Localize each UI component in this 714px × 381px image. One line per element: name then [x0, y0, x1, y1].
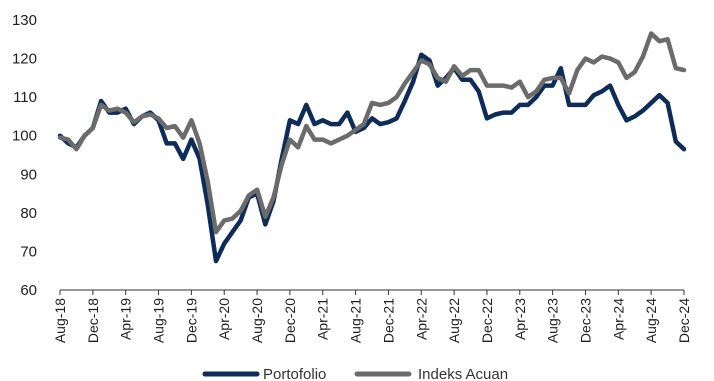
x-tick-label: Aug-22: [446, 298, 462, 343]
x-tick-label: Dec-19: [183, 298, 199, 343]
x-tick-label: Dec-24: [676, 298, 692, 343]
y-tick-label: 110: [13, 89, 37, 106]
x-tick-label: Aug-20: [249, 298, 265, 343]
y-tick-label: 60: [20, 282, 37, 299]
x-tick-label: Aug-21: [348, 298, 364, 343]
x-tick-label: Aug-24: [643, 298, 659, 343]
x-tick-label: Aug-23: [545, 298, 561, 343]
x-tick-label: Apr-23: [512, 298, 528, 340]
y-tick-label: 70: [20, 243, 37, 260]
x-tick-label: Aug-18: [52, 298, 68, 343]
legend: Portofolio Indeks Acuan: [202, 366, 508, 381]
x-tick-label: Dec-22: [479, 298, 495, 343]
x-tick-label: Dec-21: [380, 298, 396, 343]
y-tick-label: 100: [12, 128, 37, 145]
y-tick-label: 80: [20, 205, 37, 222]
legend-label: Portofolio: [263, 366, 326, 381]
x-tick-label: Dec-20: [282, 298, 298, 343]
x-tick-label: Dec-18: [85, 298, 101, 343]
series-line-indeks-acuan: [57, 31, 687, 235]
y-axis-ticks: 60 70 80 90 100 110 120 130: [12, 12, 37, 299]
x-axis: Aug-18 Dec-18 Apr-19 Aug-19 Dec-19 Apr-20 Aug-…: [52, 289, 692, 343]
x-tick-label: Apr-22: [413, 298, 429, 340]
x-tick-label: Apr-19: [118, 298, 134, 340]
x-tick-label: Dec-23: [577, 298, 593, 343]
x-tick-label: Apr-20: [216, 298, 232, 340]
y-tick-label: 90: [20, 166, 37, 183]
series-line-portofolio: [57, 52, 687, 264]
series-lines: [57, 31, 687, 264]
y-tick-label: 120: [12, 51, 37, 68]
x-tick-label: Aug-19: [151, 298, 167, 343]
y-tick-label: 130: [12, 12, 37, 29]
x-tick-label: Apr-24: [610, 298, 626, 340]
legend-label: Indeks Acuan: [418, 366, 508, 381]
x-tick-label: Apr-21: [315, 298, 331, 340]
